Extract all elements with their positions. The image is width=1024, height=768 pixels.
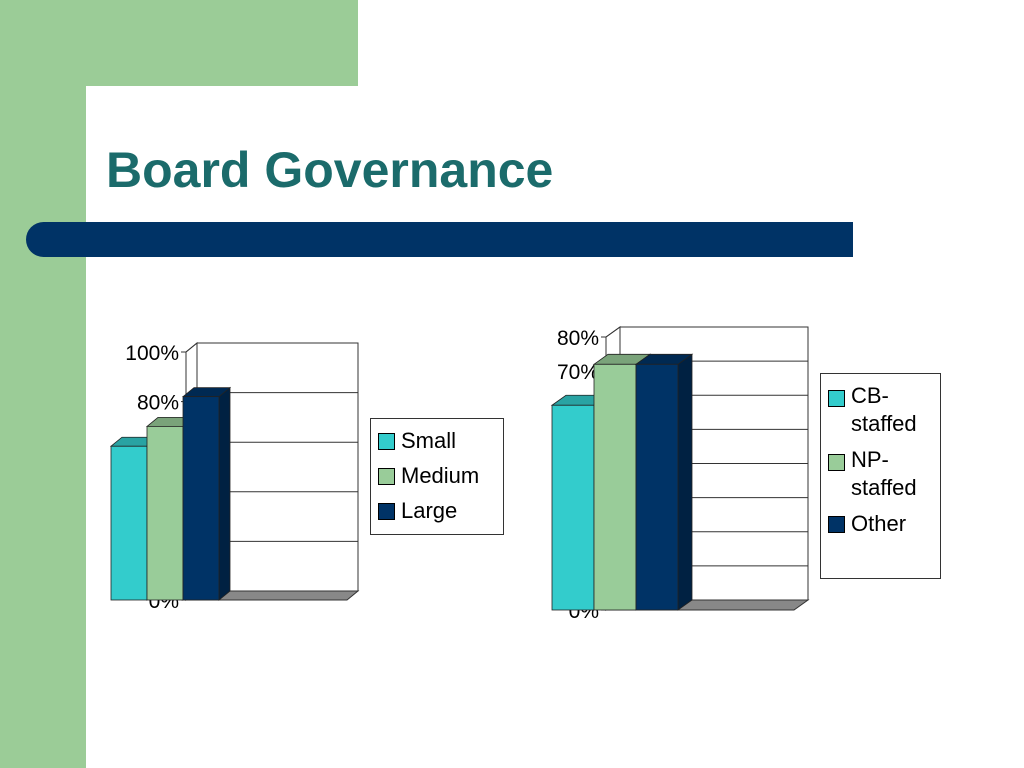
legend-label-other: Other bbox=[851, 511, 907, 536]
decor-green-sidebar bbox=[0, 0, 86, 768]
legend-item-other: Other bbox=[821, 508, 940, 540]
legend-staffing: CB-staffed NP-staffed Other bbox=[820, 373, 941, 579]
legend-label-small: Small bbox=[401, 428, 457, 453]
legend-swatch-small bbox=[378, 433, 395, 450]
legend-swatch-large bbox=[378, 503, 395, 520]
bar-large bbox=[181, 386, 232, 601]
decor-green-corner bbox=[0, 0, 358, 86]
legend-item-small: Small bbox=[371, 425, 503, 457]
legend-label-medium: Medium bbox=[401, 463, 480, 488]
gridline-side bbox=[605, 326, 621, 338]
legend-label-np-staffed: NP-staffed bbox=[851, 447, 917, 500]
legend-size: Small Medium Large bbox=[370, 418, 504, 535]
legend-swatch-np-staffed bbox=[828, 454, 845, 471]
y-tick-label: 70% bbox=[557, 361, 599, 384]
gridline-side bbox=[185, 342, 198, 353]
slide-title: Board Governance bbox=[106, 142, 554, 198]
legend-item-large: Large bbox=[371, 495, 503, 527]
chart-staffing-governance: 0%10%20%30%40%50%60%70%80% bbox=[550, 326, 810, 623]
bar-other bbox=[634, 353, 694, 611]
y-tick-label: 100% bbox=[125, 342, 179, 365]
legend-swatch-cb-staffed bbox=[828, 390, 845, 407]
legend-label-cb-staffed: CB-staffed bbox=[851, 383, 917, 436]
legend-swatch-other bbox=[828, 516, 845, 533]
legend-label-large: Large bbox=[401, 498, 458, 523]
legend-item-cb-staffed: CB-staffed bbox=[821, 382, 937, 438]
title-underline-bar bbox=[26, 222, 853, 257]
y-tick-label: 80% bbox=[137, 392, 179, 415]
y-tick-label: 80% bbox=[557, 327, 599, 350]
legend-item-medium: Medium bbox=[371, 460, 503, 492]
legend-item-np-staffed: NP-staffed bbox=[821, 446, 937, 502]
legend-swatch-medium bbox=[378, 468, 395, 485]
chart-size-governance: 0%20%40%60%80%100% bbox=[109, 341, 360, 613]
